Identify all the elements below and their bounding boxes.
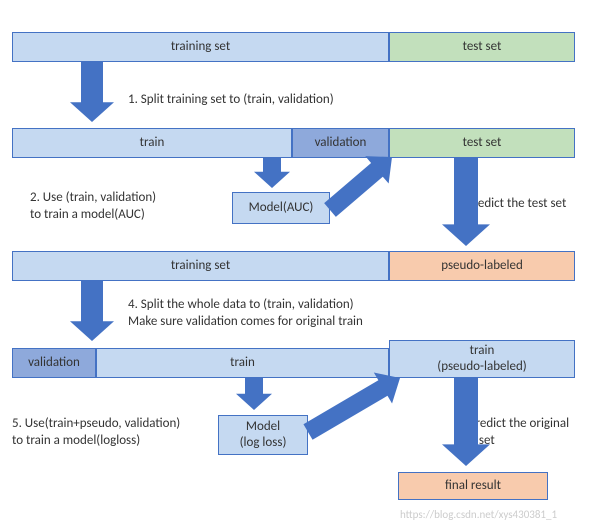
- row4-validation: validation: [12, 348, 96, 378]
- model-logloss-box: Model(log loss): [218, 415, 308, 455]
- model-auc-label: Model(AUC): [249, 200, 314, 216]
- row2-validation: validation: [292, 128, 389, 158]
- row1-test-label: test set: [463, 39, 502, 55]
- final-result-label: final result: [445, 478, 501, 494]
- watermark: https://blog.csdn.net/xys430381_1: [400, 508, 557, 521]
- row4-pseudo-label: train(pseudo-labeled): [437, 343, 527, 374]
- row2-valid-label: validation: [315, 135, 367, 151]
- row1-test-set: test set: [389, 32, 575, 62]
- row4-train-pseudo: train(pseudo-labeled): [389, 340, 575, 378]
- row3-training-label: training set: [171, 258, 230, 274]
- caption-1: 1. Split training set to (train, validat…: [128, 92, 334, 109]
- caption-5: 5. Use(train+pseudo, validation)to train…: [12, 416, 180, 450]
- row2-train-label: train: [140, 135, 165, 151]
- row2-test-label: test set: [463, 135, 502, 151]
- row1-training-set: training set: [12, 32, 389, 62]
- caption-4: 4. Split the whole data to (train, valid…: [128, 297, 363, 331]
- caption-3: 3. Predict the test set: [454, 196, 566, 213]
- model-auc-box: Model(AUC): [232, 192, 330, 224]
- row4-train: train: [96, 348, 389, 378]
- row3-pseudo-labeled: pseudo-labeled: [389, 251, 575, 281]
- final-result-box: final result: [398, 472, 548, 500]
- row2-train: train: [12, 128, 292, 158]
- row3-pseudo-label: pseudo-labeled: [441, 258, 523, 274]
- row2-test-set: test set: [389, 128, 575, 158]
- row1-training-label: training set: [171, 39, 230, 55]
- caption-2: 2. Use (train, validation)to train a mod…: [30, 190, 156, 224]
- row3-training-set: training set: [12, 251, 389, 281]
- row4-train-label: train: [230, 355, 255, 371]
- caption-6: 6. Predict the originaltest set: [456, 416, 569, 450]
- row4-valid-label: validation: [28, 355, 80, 371]
- model-logloss-label: Model(log loss): [240, 419, 287, 450]
